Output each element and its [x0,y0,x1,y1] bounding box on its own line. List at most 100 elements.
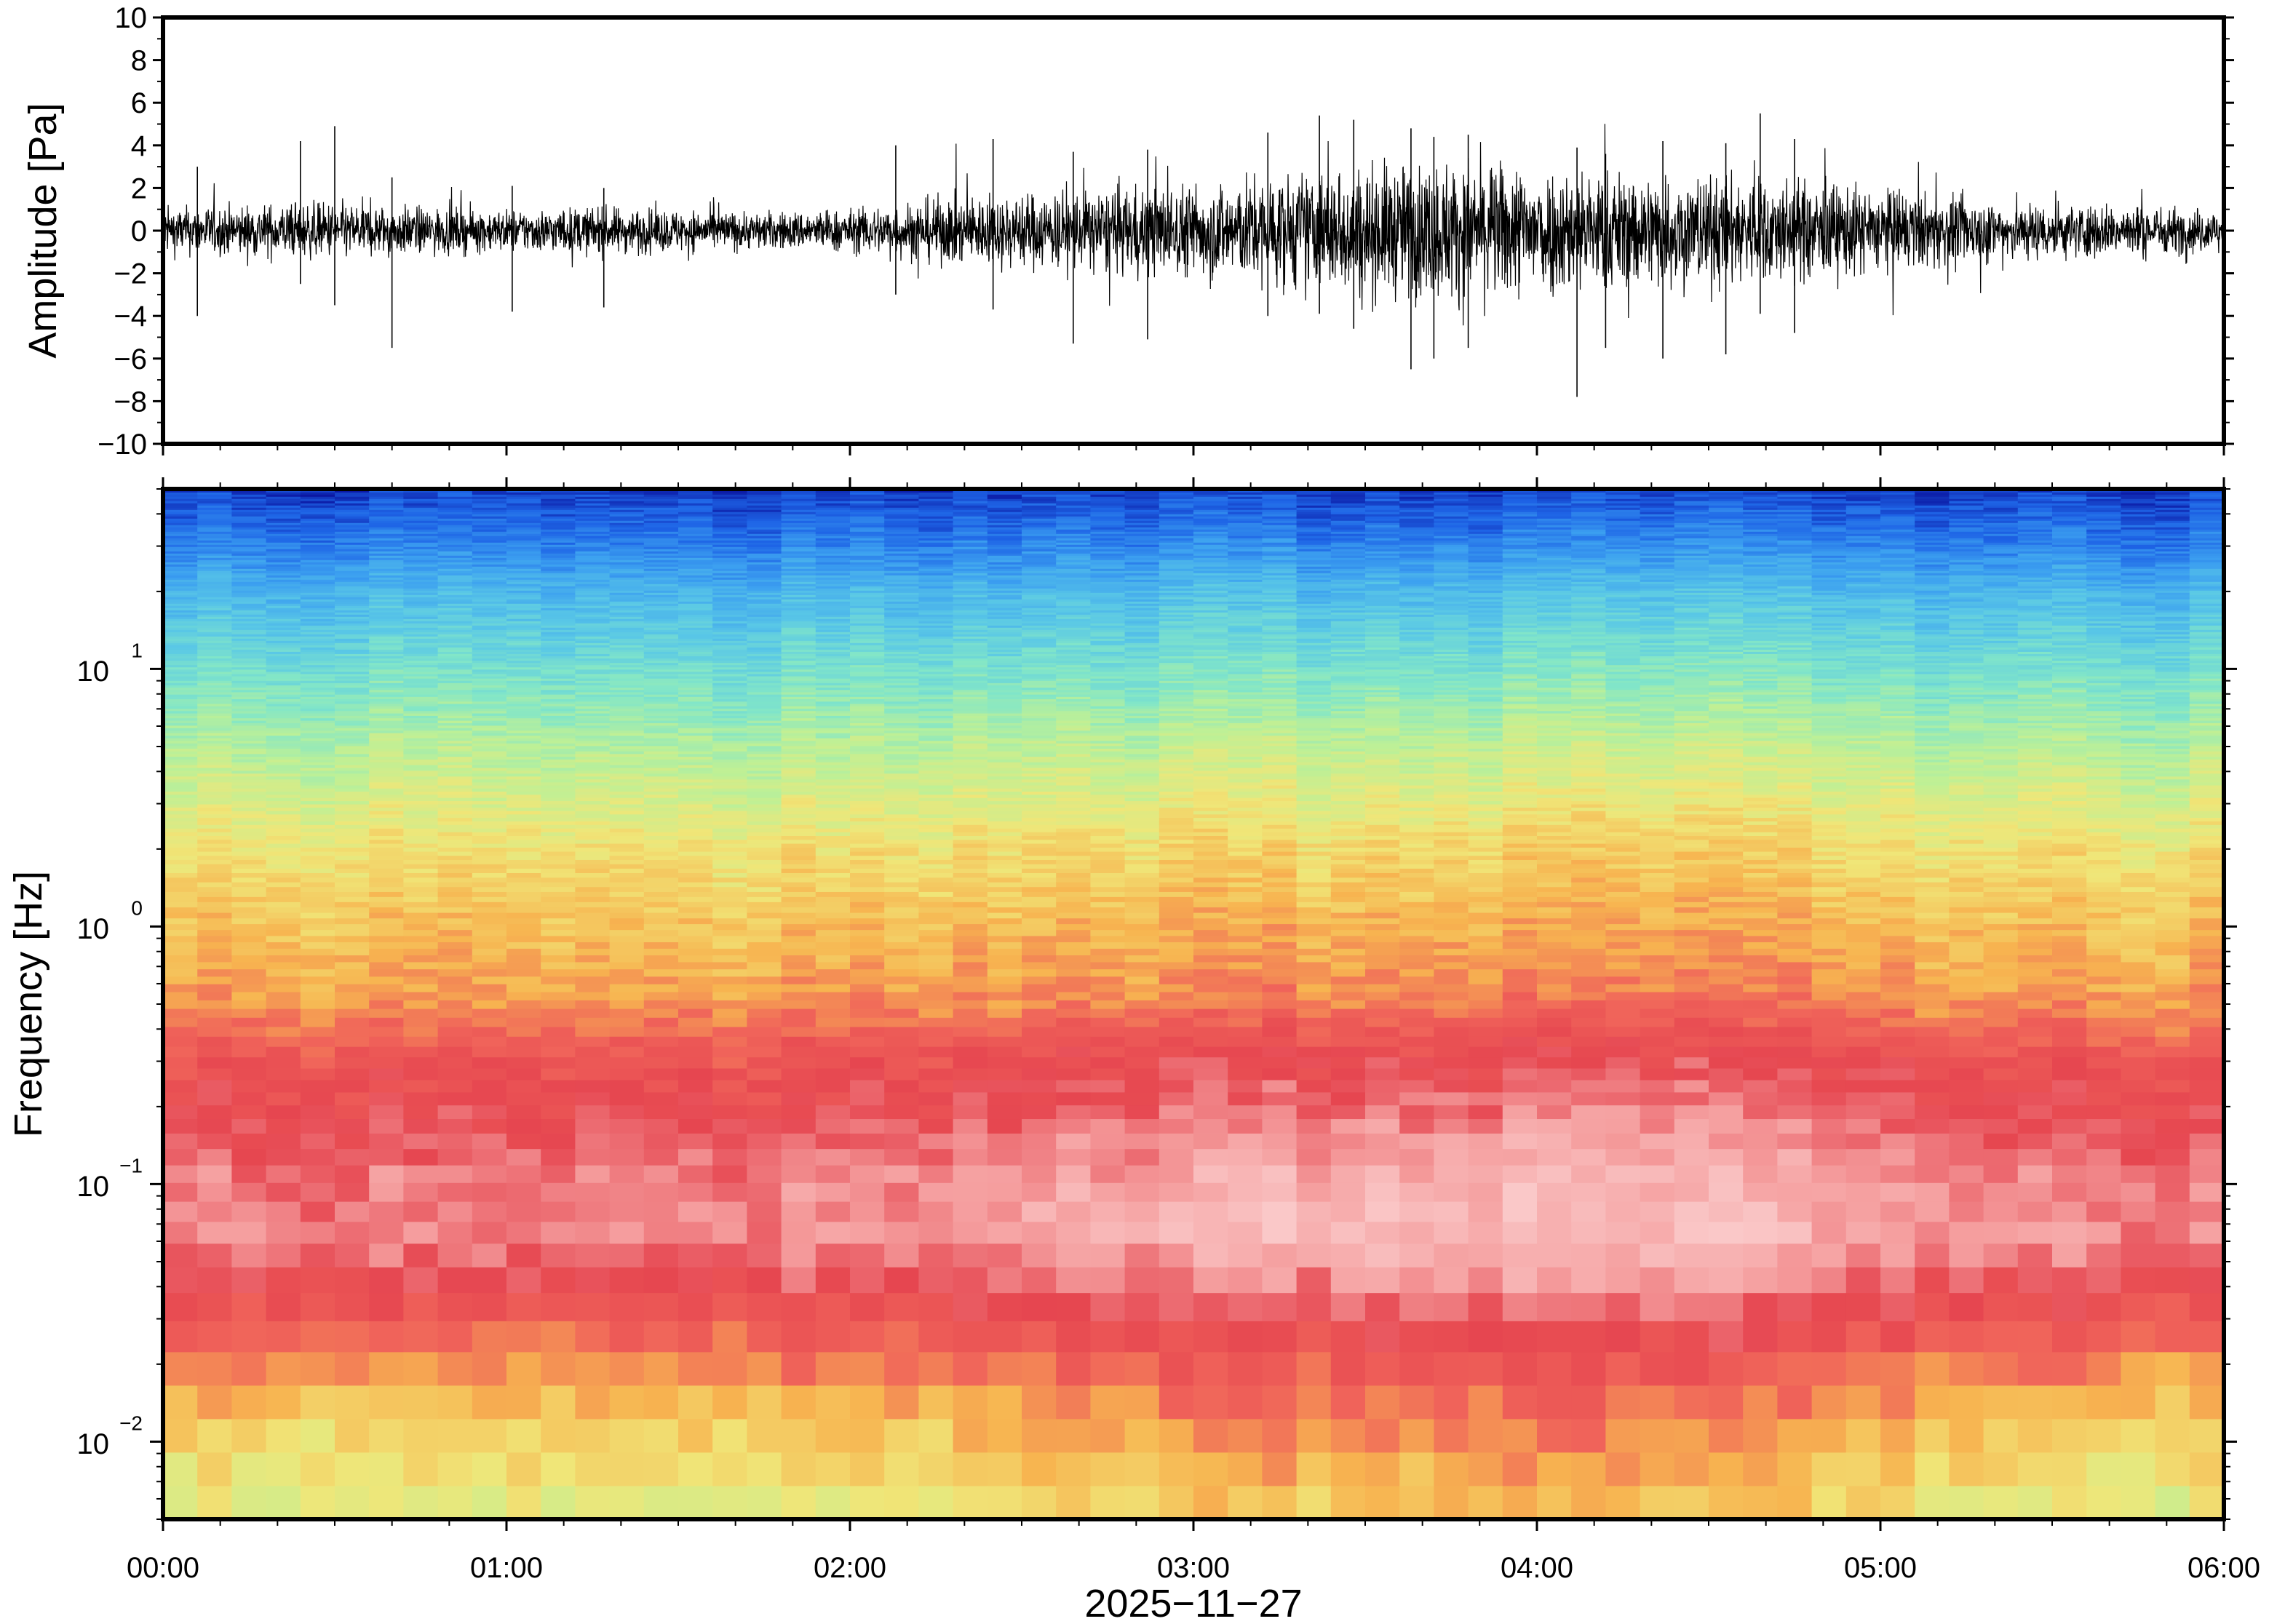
spectrogram-cell [266,1385,301,1420]
spectrogram-cell [300,634,335,637]
spectrogram-cell [541,704,576,706]
spectrogram-cell [197,536,232,538]
spectrogram-cell [643,638,679,641]
spectrogram-cell [884,976,919,984]
spectrogram-cell [678,687,713,690]
spectrogram-cell [403,522,439,525]
spectrogram-cell [266,767,301,771]
spectrogram-cell [987,1000,1022,1009]
spectrogram-cell [643,529,679,532]
spectrogram-cell [197,577,232,580]
spectrogram-cell [300,767,335,771]
spectrogram-cell [884,710,919,714]
spectrogram-cell [678,1486,713,1519]
spectrogram-cell [541,656,576,659]
spectrogram-cell [300,839,335,844]
spectrogram-cell [643,492,679,495]
spectrogram-cell [369,490,404,493]
spectrogram-cell [506,807,541,811]
spectrogram-cell [815,553,851,556]
spectrogram-cell [953,1046,988,1058]
spectrogram-cell [335,682,370,686]
spectrogram-cell [403,728,439,731]
spectrogram-cell [472,955,507,963]
spectrogram-cell [541,733,576,736]
spectrogram-cell [643,717,679,721]
spectrogram-cell [815,1148,851,1166]
spectrogram-cell [163,745,198,749]
spectrogram-cell [472,807,507,811]
spectrogram-cell [884,735,919,739]
spectrogram-cell [506,658,541,661]
spectrogram-cell [266,1104,301,1120]
spectrogram-cell [472,788,507,792]
spectrogram-cell [781,1080,816,1093]
spectrogram-cell [850,653,885,656]
spectrogram-cell [609,698,645,702]
spectrogram-cell [472,529,507,532]
spectrogram-cell [678,743,713,747]
spectrogram-cell [300,725,335,728]
spectrogram-cell [850,676,885,679]
spectrogram-cell [197,516,232,519]
spectrogram-cell [437,625,473,628]
spectrogram-cell [197,538,232,541]
spectrogram-cell [472,730,507,733]
spectrogram-cell [300,553,335,556]
spectrogram-cell [231,575,267,578]
spectrogram-cell [712,828,747,832]
spectrogram-cell [850,588,885,591]
spectrogram-cell [403,725,439,728]
spectrogram-cell [712,610,747,613]
spectrogram-cell [197,1243,232,1267]
spectrogram-cell [231,564,267,567]
spectrogram-cell [781,586,816,589]
spectrogram-cell [712,1092,747,1106]
spectrogram-cell [369,868,404,873]
spectrogram-cell [163,1419,198,1453]
spectrogram-cell [850,557,885,560]
spectrogram-cell [403,1056,439,1069]
spectrogram-cell [472,868,507,873]
spectrogram-cell [575,847,611,852]
spectrogram-cell [918,592,954,595]
spectrogram-cell [163,542,198,545]
waveform-y-axis-title: Amplitude [Pa] [21,103,65,358]
spectrogram-cell [472,692,507,695]
spectrogram-cell [884,1267,919,1294]
spectrogram-cell [678,632,713,634]
spectrogram-cell [747,629,782,632]
spectrogram-cell [747,1118,782,1134]
spectrogram-cell [953,984,988,992]
spectrogram-cell [197,843,232,848]
spectrogram-cell [850,1027,885,1037]
spectrogram-cell [300,653,335,656]
spectrogram-cell [643,536,679,538]
spectrogram-cell [197,762,232,765]
spectrogram-cell [300,586,335,589]
spectrogram-cell [437,751,473,755]
spectrogram-cell [747,594,782,597]
spectrogram-cell [815,773,851,777]
spectrogram-cell [163,923,198,931]
spectrogram-cell [335,929,370,936]
spectrogram-cell [609,824,645,829]
spectrogram-cell [781,759,816,763]
spectrogram-cell [231,531,267,534]
spectrogram-cell [781,800,816,805]
spectrogram-cell [712,536,747,538]
spectrogram-cell [369,886,404,892]
spectrogram-cell [266,813,301,819]
spectrogram-cell [678,689,713,693]
spectrogram-cell [197,708,232,712]
spectrogram-cell [575,797,611,802]
spectrogram-cell [609,512,645,514]
spectrogram-cell [815,1056,851,1069]
spectrogram-cell [541,717,576,721]
spectrogram-cell [609,584,645,586]
spectrogram-cell [918,1352,954,1386]
spectrogram-cell [163,738,198,741]
spectrogram-cell [575,503,611,506]
spectrogram-cell [472,918,507,925]
spectrogram-cell [575,776,611,780]
